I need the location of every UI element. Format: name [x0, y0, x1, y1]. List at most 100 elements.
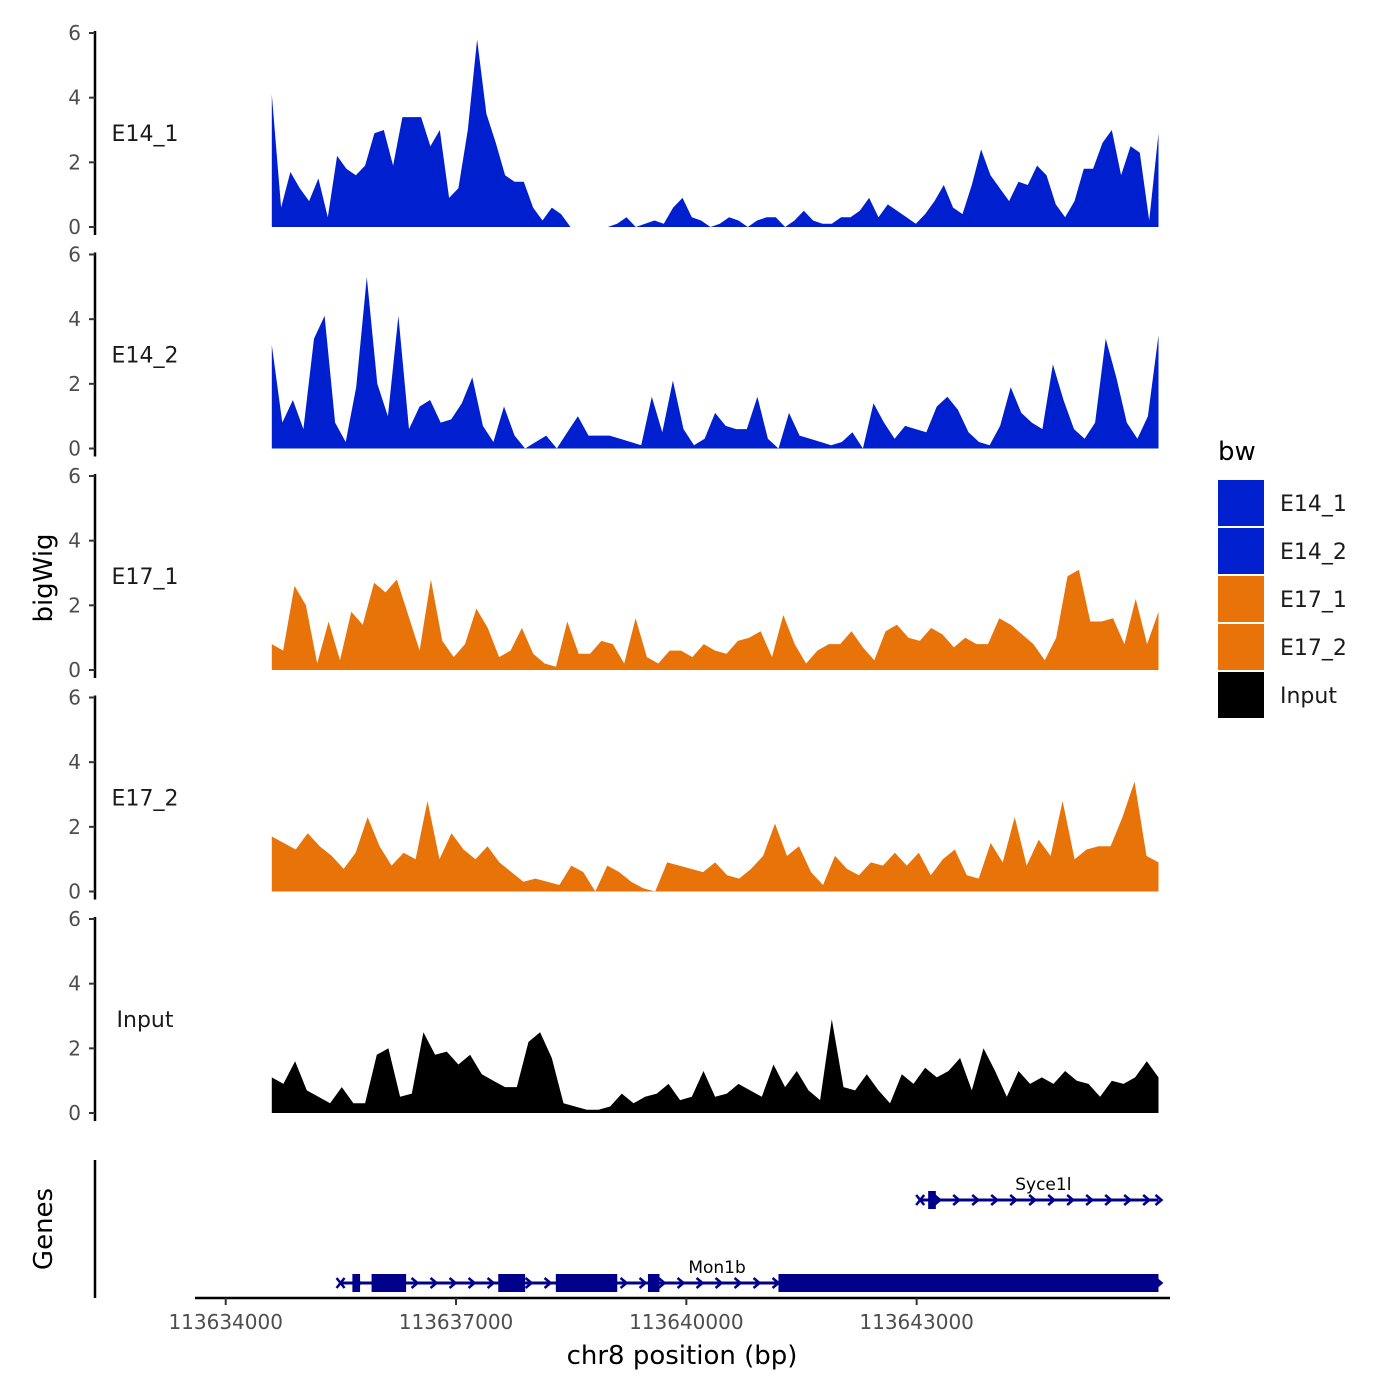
gene-exon	[352, 1274, 361, 1292]
y-tick-label: 2	[68, 372, 81, 396]
legend-item: E17_2	[1218, 624, 1347, 670]
y-tick-label: 6	[68, 907, 81, 931]
track-label: E17_1	[112, 565, 179, 590]
gene-start-marker	[915, 1194, 926, 1206]
strand-arrow-icon	[448, 1277, 458, 1289]
legend-swatch	[1218, 672, 1264, 718]
x-axis: 113634000 113637000 113640000 113643000	[168, 1296, 1170, 1334]
gene-exon	[555, 1274, 618, 1292]
track-e17-2: 0 2 4 6 E17_2	[68, 686, 1159, 904]
strand-arrow-icon	[1047, 1194, 1057, 1206]
x-tick-label: 113634000	[168, 1310, 283, 1334]
track-label: E14_1	[112, 122, 179, 147]
legend-label: Input	[1280, 684, 1337, 709]
coverage-area-e17-1	[271, 569, 1159, 670]
legend-item: E17_1	[1218, 576, 1347, 622]
legend: bw E14_1 E14_2 E17_1 E17_2 Input	[1218, 437, 1347, 718]
y-tick-label: 2	[68, 1036, 81, 1060]
gene-mon1b: Mon1b	[335, 1258, 1164, 1292]
strand-arrow-icon	[714, 1277, 724, 1289]
y-tick-label: 0	[68, 658, 81, 682]
y-tick-label: 6	[68, 21, 81, 45]
x-tick-label: 113643000	[859, 1310, 974, 1334]
strand-arrow-icon	[657, 1277, 667, 1289]
strand-arrow-icon	[1009, 1194, 1019, 1206]
strand-arrow-icon	[543, 1277, 553, 1289]
strand-arrow-icon	[619, 1277, 629, 1289]
gene-track: Genes Syce1l Mon1b	[29, 1160, 1164, 1298]
track-input: 0 2 4 6 Input	[68, 907, 1159, 1125]
y-tick-label: 2	[68, 150, 81, 174]
legend-item: Input	[1218, 672, 1337, 718]
strand-arrow-icon	[733, 1277, 743, 1289]
strand-arrow-icon	[1142, 1194, 1152, 1206]
legend-label: E17_1	[1280, 588, 1347, 613]
strand-arrow-icon	[429, 1277, 439, 1289]
strand-arrow-icon	[695, 1277, 705, 1289]
y-tick-label: 4	[68, 750, 81, 774]
x-tick-label: 113640000	[629, 1310, 744, 1334]
y-tick-label: 4	[68, 972, 81, 996]
gene-start-marker	[335, 1277, 346, 1289]
gene-exon	[371, 1274, 407, 1292]
y-tick-label: 4	[68, 86, 81, 110]
strand-arrow-icon	[1085, 1194, 1095, 1206]
legend-swatch	[1218, 528, 1264, 574]
gene-syce1l: Syce1l	[915, 1175, 1164, 1209]
legend-item: E14_2	[1218, 528, 1347, 574]
strand-arrow-icon	[676, 1277, 686, 1289]
legend-label: E17_2	[1280, 636, 1347, 661]
gene-exon	[928, 1191, 936, 1209]
coverage-tracks: 0 2 4 6 E14_1 0 2 4 6 E14_2 0 2 4 6 E17_1 0 2 4 6 E17_2 0 2 4 6…	[68, 21, 1159, 1125]
track-label: E14_2	[112, 344, 179, 369]
gene-exon	[778, 1274, 1159, 1292]
strand-arrow-icon	[971, 1194, 981, 1206]
y-tick-label: 0	[68, 880, 81, 904]
y-tick-label: 2	[68, 593, 81, 617]
y-tick-label: 6	[68, 686, 81, 710]
strand-arrow-icon	[1028, 1194, 1038, 1206]
legend-title: bw	[1218, 437, 1256, 467]
gene-exon	[647, 1274, 660, 1292]
strand-arrow-icon	[1066, 1194, 1076, 1206]
track-label: E17_2	[112, 787, 179, 812]
x-axis-title: chr8 position (bp)	[567, 1341, 798, 1371]
strand-arrow-icon	[752, 1277, 762, 1289]
legend-swatch	[1218, 624, 1264, 670]
y-tick-label: 0	[68, 1101, 81, 1125]
strand-arrow-icon	[933, 1194, 943, 1206]
coverage-area-input	[271, 1019, 1159, 1113]
y-tick-label: 2	[68, 815, 81, 839]
strand-arrow-icon	[638, 1277, 648, 1289]
legend-label: E14_2	[1280, 540, 1347, 565]
legend-swatch	[1218, 480, 1264, 526]
coverage-area-e14-2	[271, 277, 1159, 449]
coverage-area-e17-2	[271, 781, 1159, 892]
track-e14-2: 0 2 4 6 E14_2	[68, 243, 1159, 461]
legend-item: E14_1	[1218, 480, 1347, 526]
y-tick-label: 6	[68, 243, 81, 267]
strand-arrow-icon	[990, 1194, 1000, 1206]
y-tick-label: 4	[68, 529, 81, 553]
y-tick-label: 0	[68, 215, 81, 239]
y-tick-label: 4	[68, 307, 81, 331]
strand-arrow-icon	[410, 1277, 420, 1289]
coverage-area-e14-1	[271, 39, 1159, 227]
strand-arrow-icon	[486, 1277, 496, 1289]
y-tick-label: 6	[68, 464, 81, 488]
strand-arrow-icon	[1104, 1194, 1114, 1206]
track-e17-1: 0 2 4 6 E17_1	[68, 464, 1159, 682]
strand-arrow-icon	[524, 1277, 534, 1289]
gene-end-marker	[1154, 1277, 1164, 1289]
track-label: Input	[117, 1008, 174, 1033]
gene-label: Mon1b	[688, 1258, 745, 1278]
y-tick-label: 0	[68, 437, 81, 461]
track-e14-1: 0 2 4 6 E14_1	[68, 21, 1159, 239]
strand-arrow-icon	[952, 1194, 962, 1206]
legend-swatch	[1218, 576, 1264, 622]
gene-label: Syce1l	[1015, 1175, 1071, 1195]
legend-label: E14_1	[1280, 492, 1347, 517]
genes-title: Genes	[29, 1188, 59, 1270]
y-axis-title: bigWig	[29, 533, 59, 622]
